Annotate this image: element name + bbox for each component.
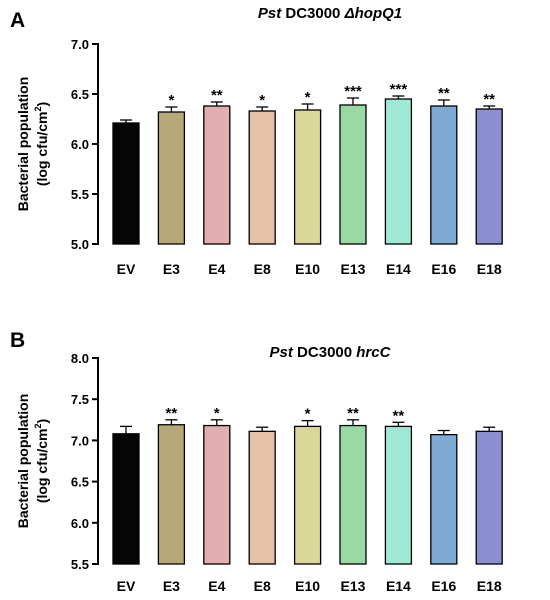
bar bbox=[384, 98, 413, 245]
title-strain: DC3000 bbox=[293, 344, 356, 361]
unit-close: ) bbox=[34, 102, 50, 107]
significance-label: *** bbox=[344, 83, 362, 100]
x-tick-label: E16 bbox=[431, 261, 456, 277]
panel-a: A Pst DC3000 ΔhopQ1 Bacterial population (l… bbox=[10, 5, 503, 277]
x-tick-label: E3 bbox=[163, 261, 180, 277]
panel-letter: B bbox=[10, 329, 25, 352]
title-mutant: hrcC bbox=[356, 344, 391, 361]
bar bbox=[475, 430, 503, 565]
significance-label: ** bbox=[393, 407, 405, 424]
significance-label: *** bbox=[390, 81, 408, 98]
bar bbox=[112, 433, 140, 565]
bar bbox=[112, 122, 140, 245]
x-tick-label: E13 bbox=[341, 261, 366, 277]
bar bbox=[293, 425, 322, 565]
y-tick-label: 6.0 bbox=[71, 137, 89, 152]
x-tick-label: EV bbox=[117, 261, 136, 277]
bar bbox=[293, 109, 322, 245]
y-tick-label: 5.0 bbox=[71, 237, 89, 252]
panel-letter: A bbox=[10, 9, 25, 32]
significance-label: * bbox=[305, 89, 311, 106]
significance-label: * bbox=[214, 405, 220, 422]
y-axis-unit: (log cfu/cm2) bbox=[33, 419, 50, 503]
chart-title: Pst DC3000 ΔhopQ1 bbox=[258, 5, 402, 22]
bar bbox=[475, 108, 503, 245]
y-tick-label: 7.5 bbox=[71, 392, 89, 407]
y-tick-label: 7.0 bbox=[71, 433, 89, 448]
bar bbox=[430, 105, 458, 245]
x-tick-label: E8 bbox=[254, 261, 271, 277]
significance-label: ** bbox=[347, 405, 359, 422]
x-tick-label: E4 bbox=[208, 261, 225, 277]
bar bbox=[430, 433, 458, 565]
bar bbox=[339, 424, 367, 565]
bar bbox=[157, 111, 186, 245]
y-tick-label: 8.0 bbox=[71, 351, 89, 366]
x-tick-label: E16 bbox=[431, 578, 456, 594]
bar bbox=[157, 424, 186, 565]
y-tick-label: 5.5 bbox=[71, 557, 89, 572]
title-species: Pst bbox=[270, 344, 294, 361]
significance-label: ** bbox=[483, 91, 495, 108]
y-tick-label: 6.0 bbox=[71, 516, 89, 531]
bar bbox=[248, 430, 276, 565]
unit-main: (log cfu/cm bbox=[34, 429, 50, 504]
bar bbox=[384, 425, 413, 565]
x-tick-label: E14 bbox=[386, 578, 411, 594]
x-tick-label: E13 bbox=[341, 578, 366, 594]
bar bbox=[203, 424, 231, 565]
x-tick-label: E4 bbox=[208, 578, 225, 594]
title-strain: DC3000 bbox=[281, 5, 344, 22]
significance-label: ** bbox=[211, 87, 223, 104]
bar bbox=[203, 105, 231, 245]
y-tick-label: 6.5 bbox=[71, 475, 89, 490]
x-tick-label: E8 bbox=[254, 578, 271, 594]
significance-label: * bbox=[305, 406, 311, 423]
unit-close: ) bbox=[34, 419, 50, 424]
y-axis-unit: (log cfu/cm2) bbox=[33, 102, 50, 186]
x-tick-label: E18 bbox=[477, 261, 502, 277]
significance-label: * bbox=[168, 92, 174, 109]
y-tick-label: 5.5 bbox=[71, 187, 89, 202]
x-tick-label: EV bbox=[117, 578, 136, 594]
unit-superscript: 2 bbox=[33, 423, 43, 428]
significance-label: ** bbox=[166, 405, 178, 422]
panel-b: B Pst DC3000 hrcC Bacterial population (log… bbox=[10, 329, 503, 594]
bar bbox=[339, 104, 367, 245]
bar bbox=[248, 110, 276, 245]
x-tick-label: E18 bbox=[477, 578, 502, 594]
x-tick-label: E3 bbox=[163, 578, 180, 594]
y-tick-label: 7.0 bbox=[71, 37, 89, 52]
y-axis-label: Bacterial population bbox=[15, 77, 31, 212]
unit-superscript: 2 bbox=[33, 106, 43, 111]
y-axis-label: Bacterial population bbox=[15, 394, 31, 529]
unit-main: (log cfu/cm bbox=[34, 112, 50, 187]
title-mutant: ΔhopQ1 bbox=[344, 5, 403, 22]
significance-label: * bbox=[259, 92, 265, 109]
x-tick-label: E10 bbox=[295, 578, 320, 594]
x-tick-label: E14 bbox=[386, 261, 411, 277]
y-tick-label: 6.5 bbox=[71, 87, 89, 102]
significance-label: ** bbox=[438, 85, 450, 102]
x-tick-label: E10 bbox=[295, 261, 320, 277]
title-species: Pst bbox=[258, 5, 282, 22]
chart-title: Pst DC3000 hrcC bbox=[270, 344, 392, 361]
